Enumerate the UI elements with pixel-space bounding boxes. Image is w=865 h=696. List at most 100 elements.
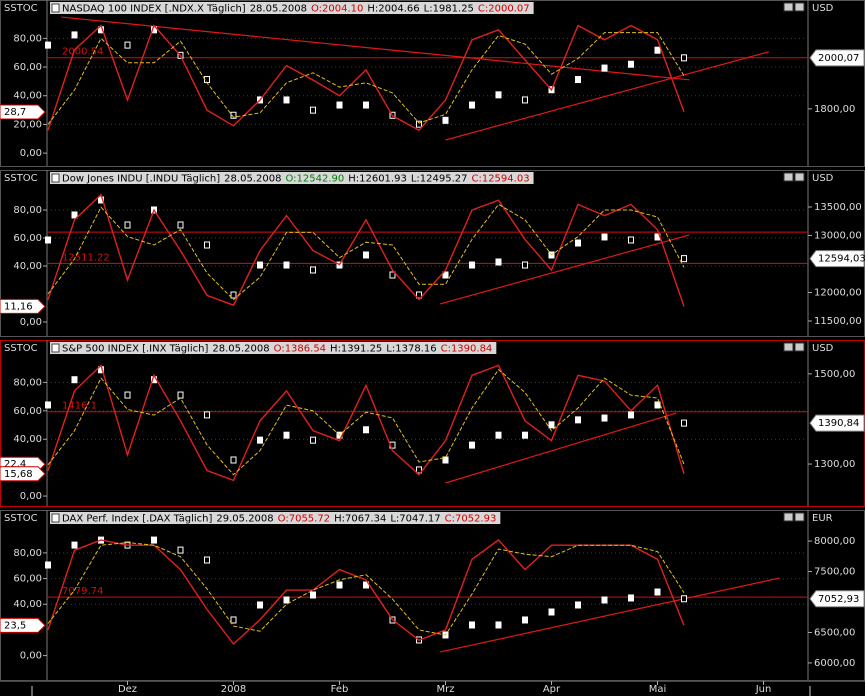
y2-tick-label: 13000,00 (814, 230, 862, 241)
window-button (783, 512, 794, 522)
last-value-label: 12594,03 (818, 254, 865, 265)
candle (45, 41, 51, 49)
stoch-value-label: 28,7 (4, 107, 26, 118)
y2-tick-label: 1500,00 (814, 369, 855, 380)
y-tick-label: 0,00 (20, 651, 42, 662)
y-tick-label: 80,00 (13, 33, 42, 44)
title-part: C:1390.84 (441, 344, 493, 355)
candle (575, 601, 581, 609)
indicator-label: SSTOC (4, 173, 38, 184)
title-part: O:12542.90 (285, 174, 344, 185)
y-tick-label: 20,00 (13, 119, 42, 130)
x-tick-label: 2008 (221, 684, 246, 695)
candle (310, 436, 316, 444)
title-part: C:12594.03 (471, 174, 529, 185)
candle (469, 101, 475, 109)
candle (71, 31, 78, 39)
stoch-value-box (0, 617, 46, 633)
window-button (783, 342, 794, 352)
candle (257, 436, 263, 444)
stoch-value-label: 22,4 (4, 459, 26, 470)
candle (283, 261, 290, 269)
last-value-label: 7052,93 (818, 594, 859, 605)
y2-tick-label: 1800,00 (814, 104, 855, 115)
title-part: L:7047.17 (390, 514, 440, 525)
candle (469, 261, 475, 269)
title-part: Dow Jones INDU [.INDU Täglich] (62, 174, 220, 185)
indicator-label: SSTOC (4, 343, 38, 354)
candle (283, 596, 290, 604)
title-icon (51, 173, 60, 183)
last-value-box (809, 590, 865, 608)
candle (204, 411, 210, 419)
title-bar (50, 342, 497, 354)
y-tick-label: 0,00 (20, 317, 42, 328)
candle (575, 76, 581, 84)
candle (45, 561, 51, 569)
y-tick-label: 60,00 (13, 574, 42, 585)
trendline (445, 412, 677, 484)
candle (310, 591, 316, 599)
candle (681, 54, 687, 62)
stoch-d-line (47, 368, 685, 476)
title-part: H:1391.25 (330, 344, 382, 355)
title-part: L:1378.16 (386, 344, 436, 355)
horizontal-line-label: 7079.74 (62, 586, 103, 597)
candle (389, 271, 396, 279)
trendline (445, 51, 769, 141)
trendline (440, 577, 780, 653)
candle (601, 414, 608, 422)
candle (654, 46, 661, 54)
currency-label: USD (812, 343, 834, 354)
y-tick-label: 60,00 (13, 233, 42, 244)
candle (495, 621, 502, 629)
y-tick-label: 80,00 (13, 377, 42, 388)
stoch-value-box (0, 298, 46, 314)
y-tick-label: 60,00 (13, 406, 42, 417)
candle (71, 376, 78, 384)
title-icon (51, 343, 60, 353)
candle (230, 111, 237, 119)
y-tick-label: 40,00 (13, 261, 42, 272)
title-part: H:7067.34 (334, 514, 386, 525)
horizontal-line-label: 2000.54 (62, 47, 103, 58)
candle (469, 441, 475, 449)
title-part: DAX Perf. Index [.DAX Täglich] (62, 514, 212, 525)
candle (177, 391, 184, 399)
stoch-k-line (47, 539, 685, 646)
stoch-value-label: 23,5 (4, 620, 26, 631)
title-bar (50, 172, 534, 184)
stoch-k-line (47, 193, 685, 307)
candle (522, 616, 528, 624)
y2-tick-label: 1300,00 (814, 459, 855, 470)
stoch-k-line (47, 364, 685, 482)
title-part: 28.05.2008 (250, 4, 307, 15)
candle (363, 426, 369, 434)
title-part: NASDAQ 100 INDEX [.NDX.X Täglich] (62, 4, 246, 15)
candle (495, 431, 502, 439)
stoch-d-line (47, 203, 685, 301)
candle (548, 608, 555, 616)
title-part: S&P 500 INDEX [.INX Täglich] (62, 344, 208, 355)
y-tick-label: 0,00 (20, 148, 42, 159)
candle (681, 419, 687, 427)
window-button (794, 512, 805, 522)
currency-label: USD (812, 3, 834, 14)
currency-label: USD (812, 173, 834, 184)
candle (628, 411, 634, 419)
candle (124, 41, 131, 49)
candle (416, 120, 422, 128)
candle (336, 101, 343, 109)
candle (628, 60, 634, 68)
x-tick-label: Feb (331, 684, 349, 695)
title-part: C:2000.07 (478, 4, 530, 15)
candle (575, 416, 581, 424)
candle (628, 594, 634, 602)
candle (416, 291, 422, 299)
candle (310, 266, 316, 274)
candle (442, 116, 449, 124)
title-part: C:7052.93 (445, 514, 497, 525)
trendline (61, 16, 690, 81)
title-part: O:7055.72 (278, 514, 330, 525)
